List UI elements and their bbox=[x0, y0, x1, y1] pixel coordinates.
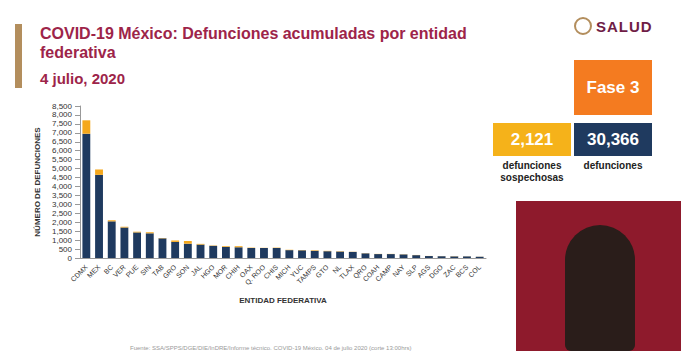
svg-text:GRO: GRO bbox=[161, 263, 178, 280]
svg-text:MEX: MEX bbox=[86, 263, 102, 279]
svg-text:SON: SON bbox=[175, 264, 191, 280]
svg-text:BCS: BCS bbox=[454, 263, 469, 278]
svg-text:GTO: GTO bbox=[314, 263, 330, 279]
svg-text:1,000: 1,000 bbox=[52, 236, 73, 245]
svg-text:3,500: 3,500 bbox=[52, 191, 73, 200]
svg-text:CHIH: CHIH bbox=[224, 264, 241, 281]
svg-text:Q. ROO: Q. ROO bbox=[243, 263, 267, 287]
html-text:4 julio, 2020: 4 julio, 2020 bbox=[40, 70, 125, 87]
svg-text:CDMX: CDMX bbox=[69, 263, 89, 283]
svg-text:2,000: 2,000 bbox=[52, 218, 73, 227]
html-text:defunciones sospechosas: defunciones sospechosas bbox=[500, 160, 564, 183]
svg-text:3,000: 3,000 bbox=[52, 200, 73, 209]
svg-text:MICH: MICH bbox=[274, 264, 292, 282]
svg-text:OAX: OAX bbox=[238, 263, 254, 279]
svg-text:NÚMERO DE DEFUNCIONES: NÚMERO DE DEFUNCIONES bbox=[33, 127, 42, 237]
svg-text:TAB: TAB bbox=[150, 263, 165, 278]
html-text:defunciones: defunciones bbox=[583, 160, 643, 171]
svg-text:AGS: AGS bbox=[416, 263, 432, 279]
svg-text:5,500: 5,500 bbox=[52, 155, 73, 164]
svg-text:0: 0 bbox=[68, 254, 73, 263]
svg-text:5,000: 5,000 bbox=[52, 164, 73, 173]
svg-text:7,000: 7,000 bbox=[52, 128, 73, 137]
svg-text:VER: VER bbox=[112, 264, 127, 279]
svg-text:ENTIDAD FEDERATIVA: ENTIDAD FEDERATIVA bbox=[239, 296, 327, 305]
svg-text:6,000: 6,000 bbox=[52, 146, 73, 155]
svg-text:MOR: MOR bbox=[211, 263, 229, 280]
svg-text:JAL: JAL bbox=[189, 263, 203, 277]
svg-text:COAH: COAH bbox=[361, 263, 381, 283]
html-text:Fuente: SSA/SPPS/DGE/DIE/InDRE: Fuente: SSA/SPPS/DGE/DIE/InDRE/Informe t… bbox=[130, 345, 412, 351]
svg-text:8,500: 8,500 bbox=[52, 102, 73, 111]
svg-text:1,500: 1,500 bbox=[52, 227, 73, 236]
svg-text:QRO: QRO bbox=[351, 263, 368, 280]
svg-text:PUE: PUE bbox=[124, 263, 139, 278]
html-text:30,366: 30,366 bbox=[587, 129, 639, 149]
svg-text:NL: NL bbox=[331, 263, 343, 275]
svg-text:CAMP: CAMP bbox=[374, 263, 394, 283]
svg-text:8,000: 8,000 bbox=[52, 110, 73, 119]
html-text:COVID-19 México: Defunciones a: COVID-19 México: Defunciones acumuladas … bbox=[40, 25, 467, 61]
svg-text:NAY: NAY bbox=[391, 263, 406, 278]
svg-text:4,500: 4,500 bbox=[52, 173, 73, 182]
svg-text:7,500: 7,500 bbox=[52, 119, 73, 128]
svg-text:2,500: 2,500 bbox=[52, 209, 73, 218]
svg-text:TLAX: TLAX bbox=[338, 263, 356, 281]
svg-text:TAMPS: TAMPS bbox=[295, 263, 318, 286]
svg-text:COL: COL bbox=[467, 263, 482, 278]
svg-text:ZAC: ZAC bbox=[442, 264, 457, 279]
svg-text:CHIS: CHIS bbox=[262, 263, 280, 281]
svg-text:HGO: HGO bbox=[199, 263, 216, 280]
svg-text:YUC: YUC bbox=[289, 263, 305, 279]
html-text:SALUD: SALUD bbox=[596, 18, 653, 35]
svg-text:DGO: DGO bbox=[428, 263, 445, 280]
svg-text:4,000: 4,000 bbox=[52, 182, 73, 191]
svg-text:BC: BC bbox=[102, 263, 115, 276]
html-text:2,121: 2,121 bbox=[510, 129, 554, 149]
svg-text:SLP: SLP bbox=[404, 263, 419, 278]
svg-text:SIN: SIN bbox=[139, 264, 152, 277]
svg-text:500: 500 bbox=[59, 245, 73, 254]
svg-text:6,500: 6,500 bbox=[52, 137, 73, 146]
html-text:Fase 3: Fase 3 bbox=[586, 77, 640, 97]
